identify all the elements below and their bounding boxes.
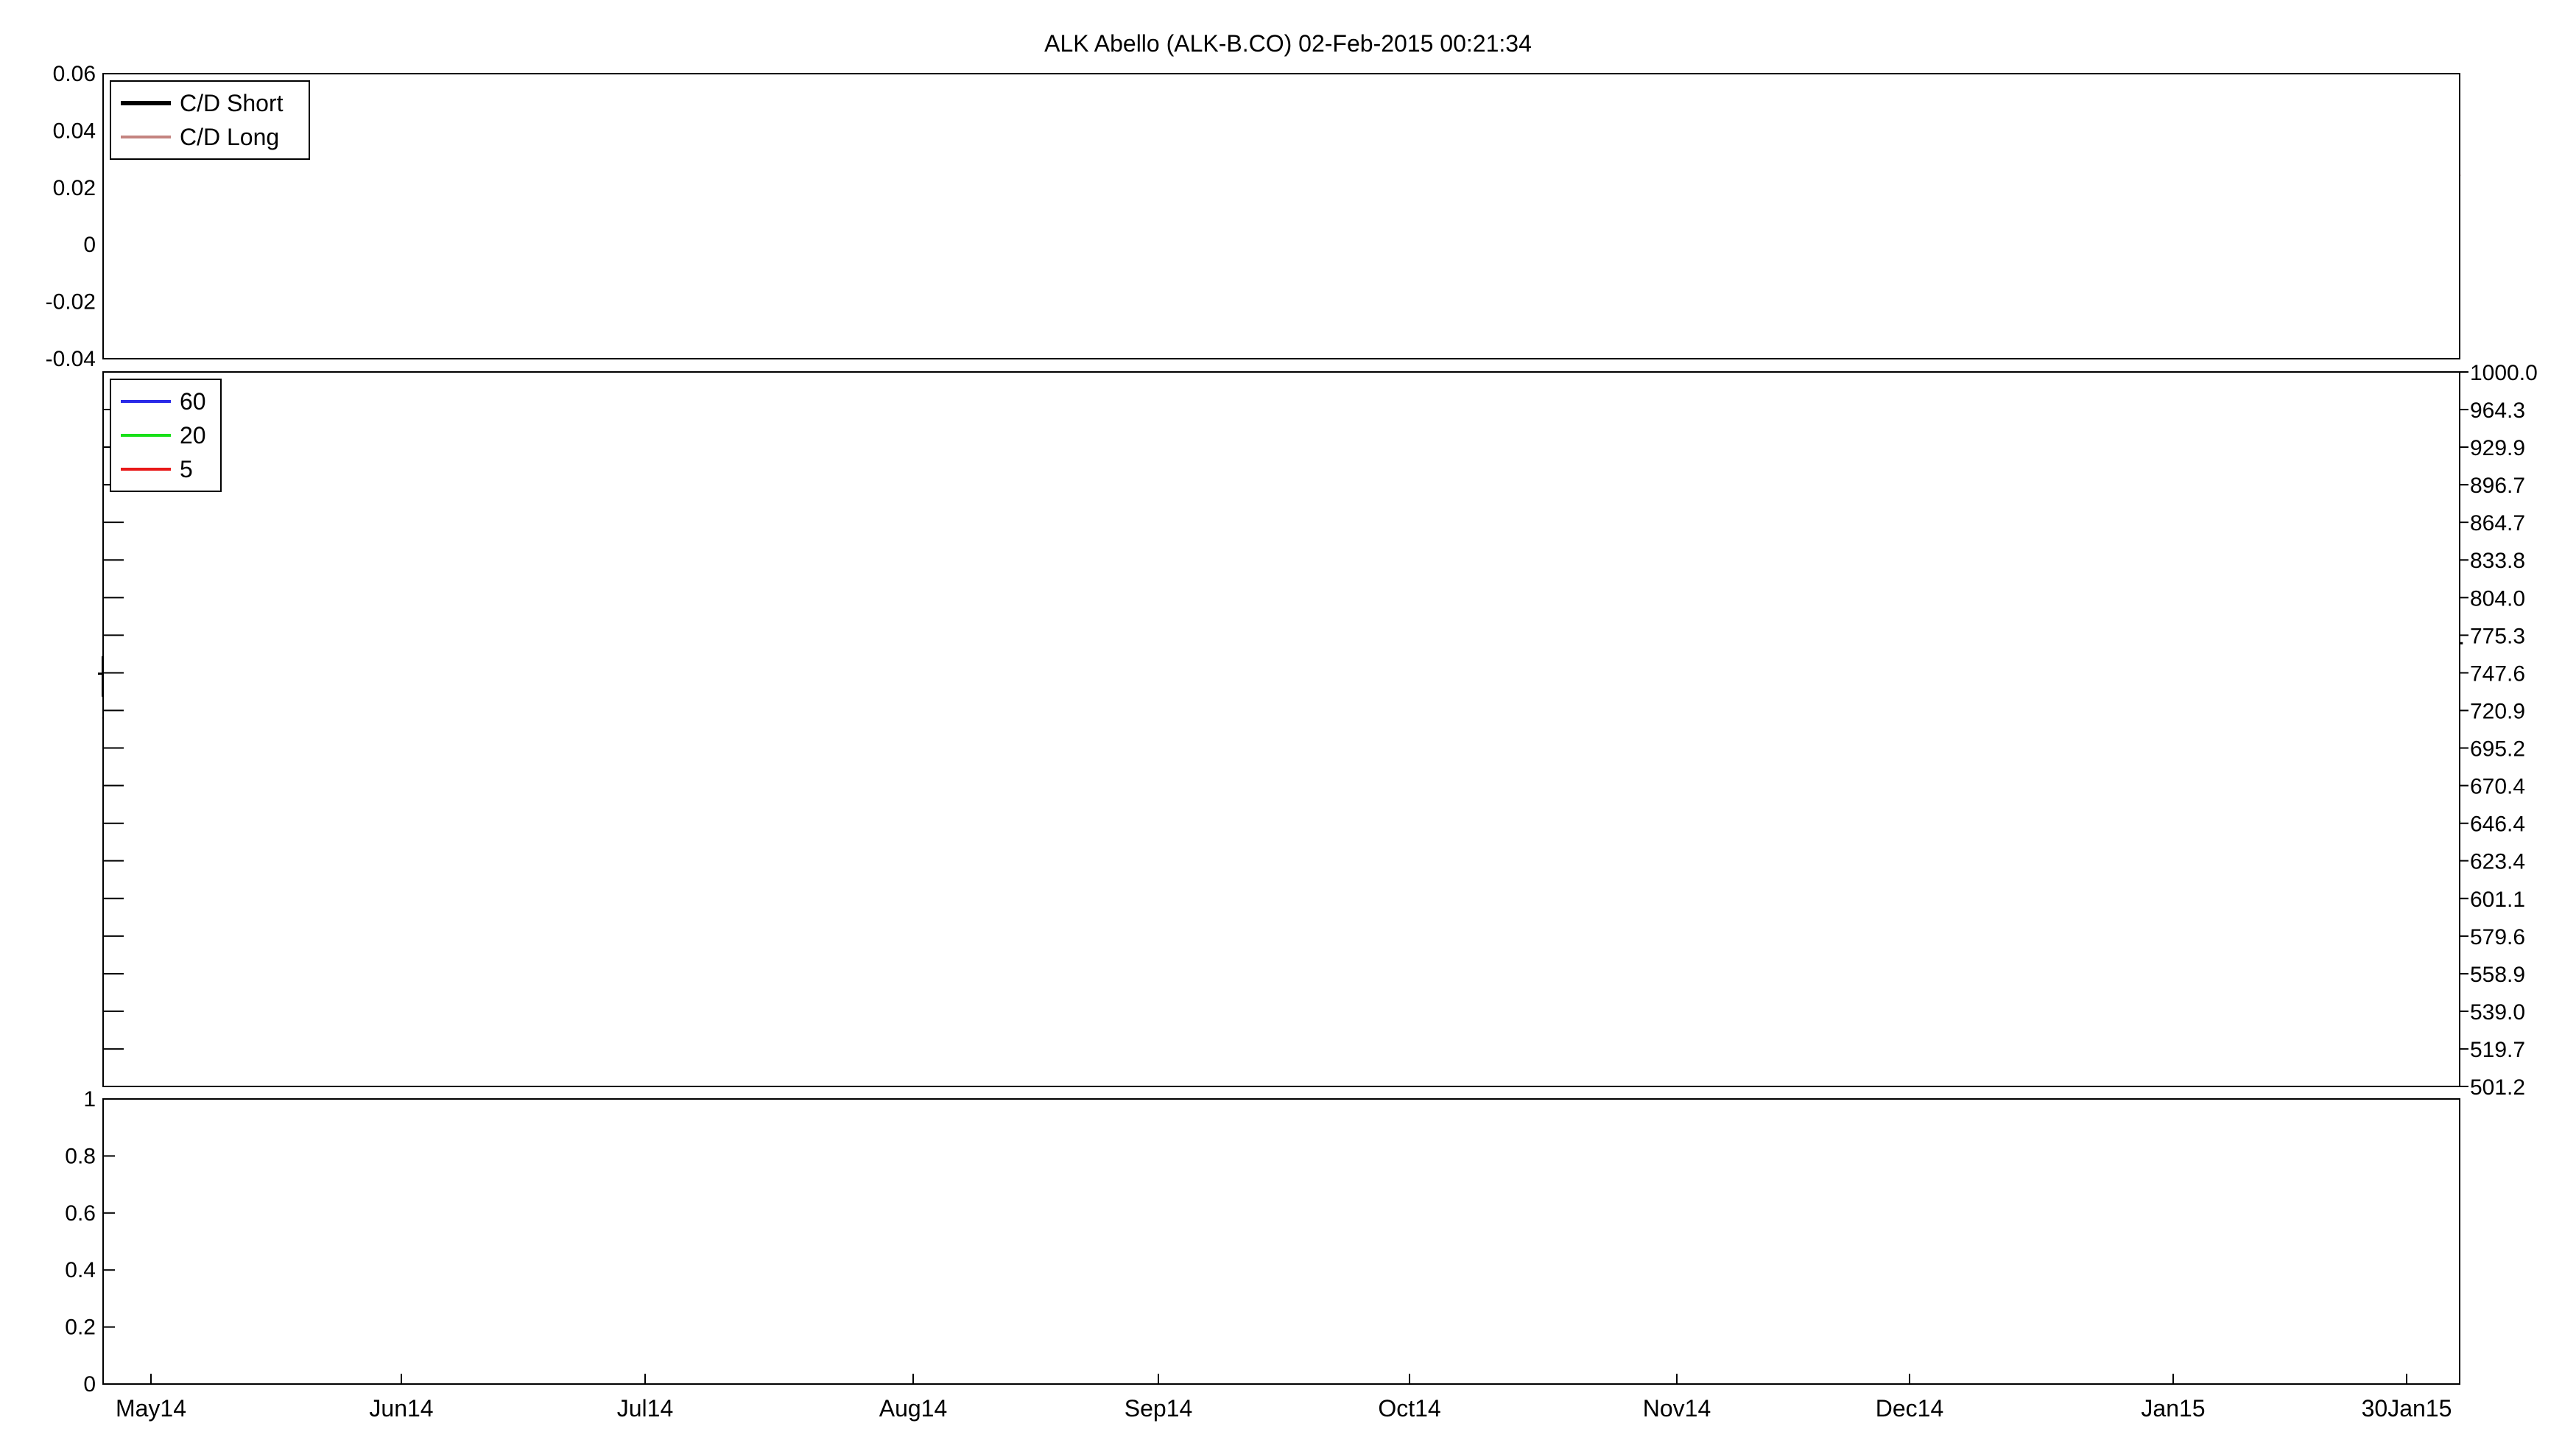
x-tick-label: Aug14: [879, 1395, 948, 1422]
osc-legend-label: C/D Long: [180, 124, 279, 150]
panel-frame-2: [102, 1098, 2460, 1385]
y-tick-label: 646.4: [2470, 812, 2525, 837]
y-tick-label: 0.8: [65, 1144, 96, 1168]
osc-legend-box: [110, 80, 310, 160]
x-tick-label: Oct14: [1378, 1395, 1440, 1422]
y-tick-label: 747.6: [2470, 661, 2525, 686]
y-tick-label: 623.4: [2470, 850, 2525, 874]
y-tick-label: 695.2: [2470, 737, 2525, 762]
y-tick-label: 670.4: [2470, 775, 2525, 799]
legend-layer: C/D Short C/D Long 60 20 5: [110, 80, 310, 492]
y-tick-label: 579.6: [2470, 925, 2525, 949]
panel-frame-0: [102, 73, 2460, 359]
y-tick-label: -0.02: [46, 290, 96, 315]
y-tick-label: 1: [83, 1087, 96, 1111]
y-tick-label: 964.3: [2470, 398, 2525, 423]
x-tick-label: May14: [116, 1395, 186, 1422]
y-tick-label: 0.02: [53, 176, 96, 200]
y-tick-label: 896.7: [2470, 474, 2525, 498]
x-tick-label: Nov14: [1643, 1395, 1711, 1422]
x-tick-label: Sep14: [1125, 1395, 1193, 1422]
x-tick-label: 30Jan15: [2362, 1395, 2452, 1422]
chart-title: ALK Abello (ALK-B.CO) 02-Feb-2015 00:21:…: [1044, 30, 1532, 57]
y-tick-label: 0.2: [65, 1316, 96, 1340]
y-tick-label: 864.7: [2470, 511, 2525, 535]
price-legend-label: 60: [180, 388, 206, 415]
y-tick-label: 601.1: [2470, 888, 2525, 912]
y-tick-label: -0.04: [46, 347, 96, 371]
y-tick-label: 0.06: [53, 62, 96, 86]
y-tick-label: 775.3: [2470, 624, 2525, 648]
panel-frame-1: [102, 371, 2460, 1087]
x-tick-label: Jan15: [2141, 1395, 2205, 1422]
price-legend-label: 20: [180, 422, 206, 449]
y-tick-label: 833.8: [2470, 549, 2525, 573]
axes-layer: 0.06 0.04 0.02 0 -0.02 -0.04 1000.0 964.3 929.9 8…: [46, 62, 2538, 1422]
y-tick-label: 0.4: [65, 1258, 96, 1282]
y-tick-label: 501.2: [2470, 1075, 2525, 1100]
y-tick-label: 0.04: [53, 119, 96, 143]
y-tick-label: 720.9: [2470, 700, 2525, 724]
y-tick-label: 519.7: [2470, 1038, 2525, 1062]
y-tick-label: 804.0: [2470, 586, 2525, 611]
y-tick-label: 1000.0: [2470, 361, 2538, 385]
x-tick-label: Dec14: [1876, 1395, 1944, 1422]
y-tick-label: 0: [83, 1372, 96, 1397]
y-tick-label: 929.9: [2470, 436, 2525, 460]
price-legend-label: 5: [180, 456, 193, 482]
osc-legend-label: C/D Short: [180, 90, 284, 116]
y-tick-label: 0.6: [65, 1201, 96, 1226]
y-tick-label: 539.0: [2470, 1000, 2525, 1025]
y-tick-label: 0: [83, 233, 96, 257]
y-tick-label: 558.9: [2470, 963, 2525, 987]
x-tick-label: Jul14: [617, 1395, 674, 1422]
x-tick-label: Jun14: [369, 1395, 433, 1422]
